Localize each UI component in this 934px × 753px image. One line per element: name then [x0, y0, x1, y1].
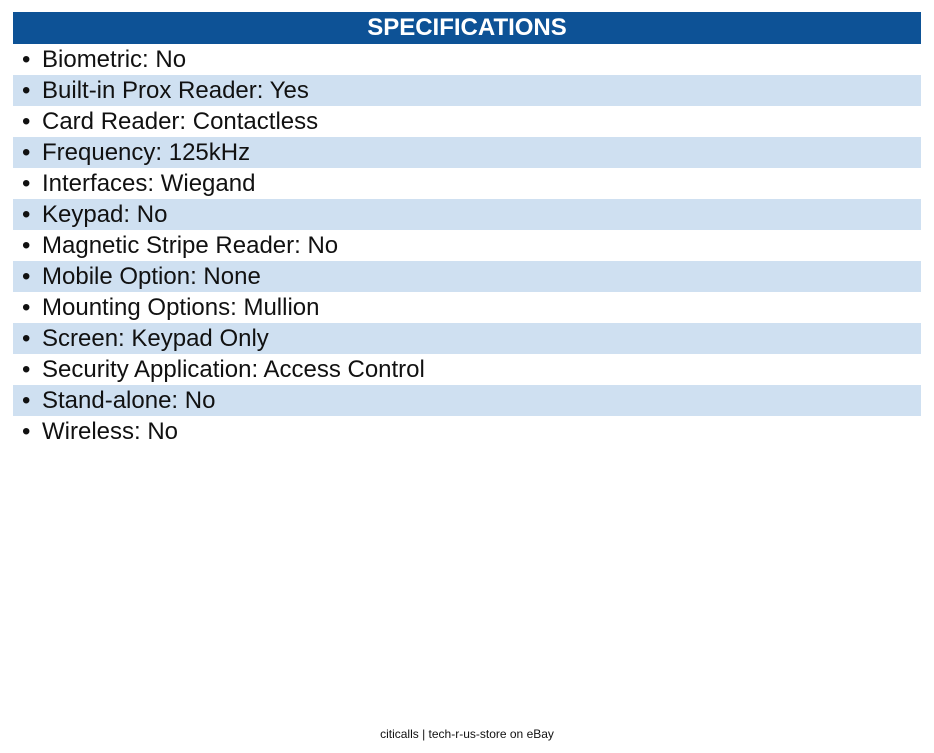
spec-text: Stand-alone: No: [42, 387, 216, 414]
spec-text: Built-in Prox Reader: Yes: [42, 77, 309, 104]
spec-item: • Magnetic Stripe Reader: No: [13, 230, 921, 261]
spec-item: • Biometric: No: [13, 44, 921, 75]
spec-item: • Interfaces: Wiegand: [13, 168, 921, 199]
spec-item: • Built-in Prox Reader: Yes: [13, 75, 921, 106]
bullet-icon: •: [22, 108, 31, 135]
bullet-icon: •: [22, 356, 31, 383]
spec-text: Security Application: Access Control: [42, 356, 425, 383]
spec-item: • Mobile Option: None: [13, 261, 921, 292]
bullet-icon: •: [22, 77, 31, 104]
bullet-icon: •: [22, 139, 31, 166]
spec-text: Magnetic Stripe Reader: No: [42, 232, 339, 259]
bullet-icon: •: [22, 201, 31, 228]
specifications-header: SPECIFICATIONS: [13, 12, 921, 44]
bullet-icon: •: [22, 170, 31, 197]
spec-text: Interfaces: Wiegand: [42, 170, 256, 197]
bullet-icon: •: [22, 387, 31, 414]
bullet-icon: •: [22, 325, 31, 352]
bullet-icon: •: [22, 263, 31, 290]
spec-text: Keypad: No: [42, 201, 168, 228]
spec-text: Mounting Options: Mullion: [42, 294, 320, 321]
spec-item: • Card Reader: Contactless: [13, 106, 921, 137]
spec-item: • Wireless: No: [13, 416, 921, 447]
bullet-icon: •: [22, 232, 31, 259]
spec-text: Biometric: No: [42, 46, 187, 73]
bullet-icon: •: [22, 46, 31, 73]
bullet-icon: •: [22, 418, 31, 445]
spec-text: Frequency: 125kHz: [42, 139, 251, 166]
bullet-icon: •: [22, 294, 31, 321]
spec-item: • Security Application: Access Control: [13, 354, 921, 385]
spec-item: • Mounting Options: Mullion: [13, 292, 921, 323]
spec-text: Card Reader: Contactless: [42, 108, 319, 135]
spec-item: • Frequency: 125kHz: [13, 137, 921, 168]
spec-text: Wireless: No: [42, 418, 179, 445]
spec-text: Screen: Keypad Only: [42, 325, 269, 352]
specifications-list: • Biometric: No • Built-in Prox Reader: Ye…: [13, 44, 921, 447]
spec-item: • Stand-alone: No: [13, 385, 921, 416]
spec-item: • Keypad: No: [13, 199, 921, 230]
spec-text: Mobile Option: None: [42, 263, 261, 290]
footer-credit: citicalls | tech-r-us-store on eBay: [380, 727, 554, 741]
spec-item: • Screen: Keypad Only: [13, 323, 921, 354]
